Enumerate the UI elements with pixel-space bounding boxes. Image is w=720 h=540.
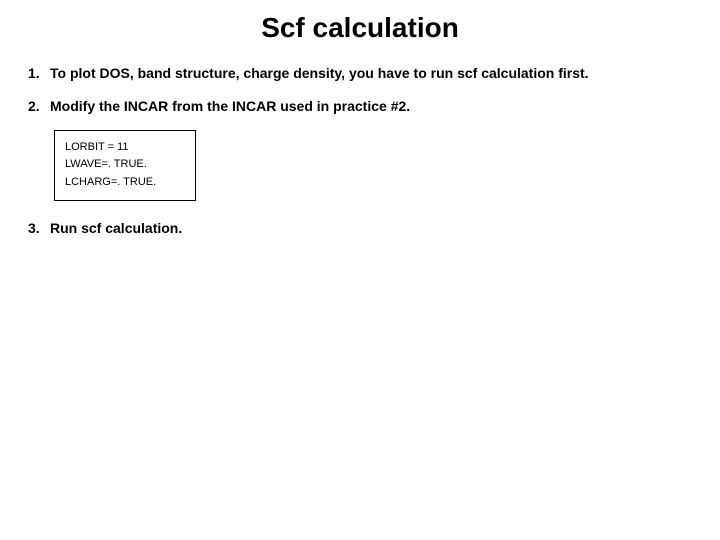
instruction-list-continued: 3. Run scf calculation. [24,219,696,238]
list-item: 1. To plot DOS, band structure, charge d… [24,64,696,83]
instruction-list: 1. To plot DOS, band structure, charge d… [24,64,696,116]
list-text: To plot DOS, band structure, charge dens… [50,64,696,83]
list-number: 2. [24,97,50,116]
list-text: Run scf calculation. [50,219,696,238]
code-line: LWAVE=. TRUE. [65,156,185,174]
list-number: 3. [24,219,50,238]
page-title: Scf calculation [24,12,696,44]
list-text: Modify the INCAR from the INCAR used in … [50,97,696,116]
list-item: 2. Modify the INCAR from the INCAR used … [24,97,696,116]
list-number: 1. [24,64,50,83]
code-line: LCHARG=. TRUE. [65,174,185,192]
code-box: LORBIT = 11 LWAVE=. TRUE. LCHARG=. TRUE. [54,130,196,201]
code-line: LORBIT = 11 [65,139,185,157]
list-item: 3. Run scf calculation. [24,219,696,238]
